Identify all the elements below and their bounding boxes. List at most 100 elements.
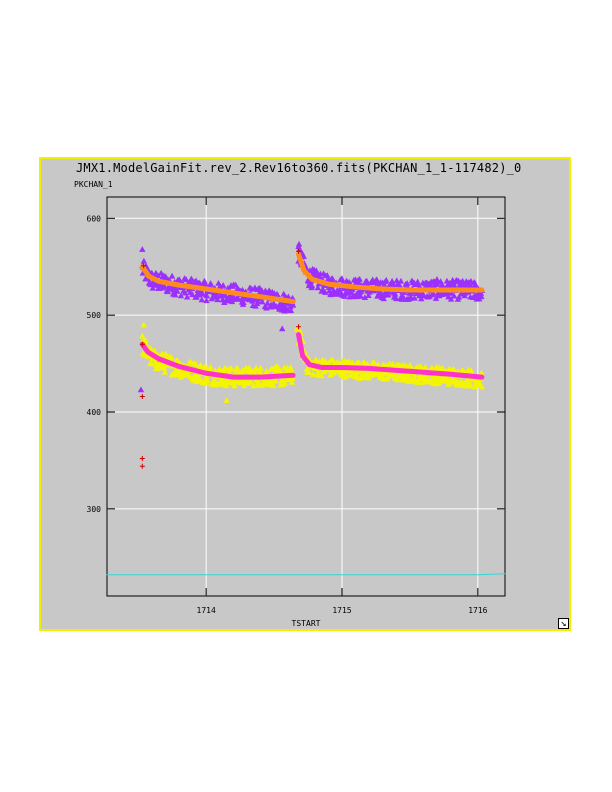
data-point <box>140 321 147 328</box>
data-point <box>223 382 230 389</box>
data-point <box>445 380 452 387</box>
data-point <box>287 303 294 310</box>
data-point <box>250 382 257 389</box>
data-point <box>287 307 295 314</box>
data-point <box>308 282 316 289</box>
data-point <box>478 383 486 390</box>
data-point <box>139 246 146 252</box>
data-point <box>214 296 221 303</box>
data-point <box>188 275 195 282</box>
data-point <box>365 292 372 298</box>
data-point <box>254 298 262 304</box>
data-point <box>407 362 414 369</box>
data-point <box>358 368 365 375</box>
data-point <box>467 382 474 389</box>
data-point <box>245 380 252 386</box>
series-5 <box>106 573 506 576</box>
data-point <box>139 463 145 469</box>
data-point <box>222 291 229 298</box>
data-point <box>252 364 260 371</box>
data-point <box>234 364 241 371</box>
data-point <box>177 292 185 299</box>
data-point <box>396 281 403 288</box>
data-point <box>257 364 264 371</box>
data-point <box>181 289 189 296</box>
data-point <box>296 248 302 254</box>
y-tick-label: 400 <box>87 408 102 417</box>
plot-area <box>106 196 506 597</box>
data-point <box>391 290 399 297</box>
fit-line <box>106 573 506 576</box>
data-point <box>171 291 179 298</box>
data-point <box>199 290 206 297</box>
data-point <box>361 294 369 300</box>
data-point <box>223 397 230 403</box>
data-point <box>192 361 200 367</box>
data-point <box>154 272 162 278</box>
data-point <box>455 293 463 300</box>
data-point <box>282 303 289 310</box>
data-point <box>346 278 353 285</box>
resize-arrow-icon[interactable]: ↘ <box>558 618 569 629</box>
data-point <box>341 368 349 375</box>
data-point <box>207 280 214 286</box>
data-point <box>321 357 329 364</box>
data-point <box>161 368 168 375</box>
data-point <box>309 371 317 377</box>
data-point <box>183 293 191 300</box>
data-point <box>214 380 221 387</box>
series-3 <box>139 332 485 380</box>
data-point <box>243 376 251 383</box>
x-tick-label: 1715 <box>332 606 351 615</box>
data-point <box>397 277 405 284</box>
data-point <box>203 292 211 299</box>
data-point <box>177 373 185 380</box>
series-layer <box>106 240 506 576</box>
data-point <box>360 358 368 365</box>
data-point <box>139 269 147 276</box>
data-point <box>356 276 363 282</box>
data-point <box>439 364 446 371</box>
data-point <box>321 289 329 295</box>
data-point <box>418 295 425 302</box>
data-point <box>288 379 296 385</box>
data-point <box>287 363 294 370</box>
data-point <box>411 371 418 378</box>
data-point <box>189 291 196 298</box>
data-point <box>198 296 205 303</box>
data-point <box>174 287 181 294</box>
data-point <box>202 280 209 287</box>
data-point <box>289 375 296 381</box>
data-point <box>168 354 175 361</box>
data-point <box>355 279 362 286</box>
data-point <box>414 278 421 285</box>
data-point <box>295 243 302 249</box>
data-point <box>140 257 148 264</box>
data-point <box>270 300 277 307</box>
data-point <box>289 301 297 308</box>
data-point <box>207 364 214 370</box>
data-point <box>293 325 301 332</box>
data-point <box>227 364 235 371</box>
data-point <box>411 294 418 301</box>
data-point <box>263 304 270 311</box>
data-point <box>466 380 474 386</box>
data-point <box>477 290 485 297</box>
data-point <box>426 293 433 299</box>
series-2 <box>139 251 485 305</box>
data-point <box>393 295 400 302</box>
x-tick-label: 1714 <box>197 606 216 615</box>
data-point <box>193 294 200 300</box>
data-point <box>338 275 346 282</box>
data-point <box>447 295 455 302</box>
data-point <box>435 379 443 386</box>
data-point <box>451 375 458 381</box>
data-point <box>389 360 396 367</box>
x-tick-label: 1716 <box>468 606 487 615</box>
data-point <box>313 267 320 274</box>
data-point <box>373 276 381 283</box>
y-tick-label: 300 <box>87 505 102 514</box>
data-point <box>401 375 409 382</box>
fit-line <box>139 341 296 380</box>
data-point <box>448 290 455 296</box>
